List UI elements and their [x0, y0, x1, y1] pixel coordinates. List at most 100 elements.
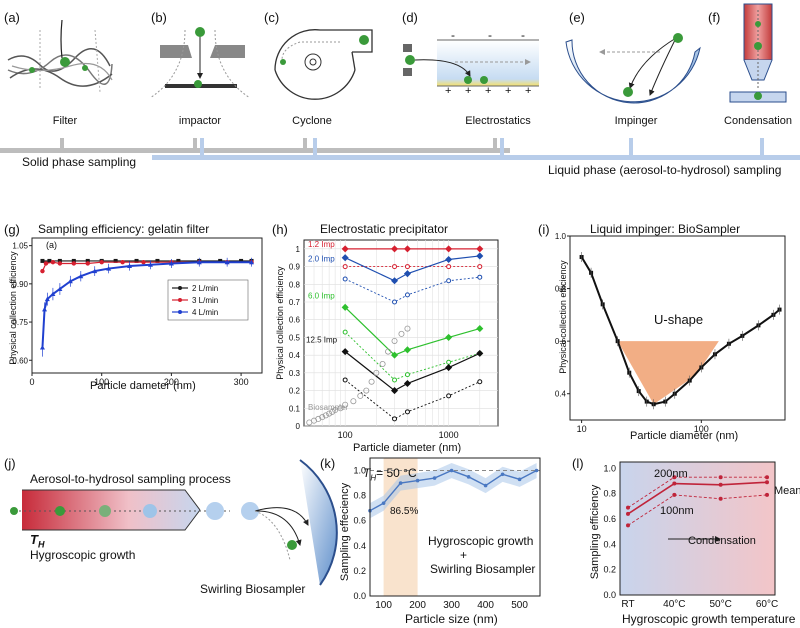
- series-line: [344, 351, 481, 392]
- data-point: [341, 254, 349, 262]
- y-tick-label: 0.2: [603, 565, 616, 575]
- particle-icon: [359, 35, 369, 45]
- panel-b-letter: (b): [151, 10, 167, 25]
- panel-d-minus-sign: -: [451, 28, 455, 42]
- data-point: [85, 261, 90, 266]
- data-point: [718, 482, 723, 487]
- panel-k-letter: (k): [320, 456, 336, 471]
- uncertainty-band: [370, 463, 537, 519]
- particle-icon: [82, 65, 88, 71]
- y-tick-label: 0.0: [603, 590, 616, 600]
- data-point: [391, 277, 399, 285]
- y-tick-label: 0.6: [289, 316, 301, 325]
- biosampler-point: [404, 325, 411, 332]
- data-point: [40, 258, 45, 263]
- y-tick-label: 0.8: [353, 491, 366, 501]
- data-point-open: [404, 264, 410, 270]
- series-line-dashed: [344, 276, 480, 303]
- particle-icon: [60, 57, 70, 67]
- data-point: [67, 278, 73, 284]
- x-tick-label: 200: [164, 377, 179, 387]
- series-line: [580, 256, 781, 406]
- particle-icon: [195, 27, 205, 37]
- data-point: [476, 252, 484, 260]
- data-point: [415, 478, 420, 483]
- data-point-open: [404, 292, 410, 298]
- data-point-open: [342, 264, 348, 270]
- data-point: [176, 258, 181, 263]
- x-tick-label: 1000: [439, 430, 459, 440]
- plot-background: [620, 462, 775, 595]
- data-point-open: [446, 278, 452, 284]
- biosampler-point: [368, 378, 375, 385]
- panel-e-letter: (e): [569, 10, 585, 25]
- data-point: [672, 475, 677, 480]
- particle-icon: [673, 33, 683, 43]
- series-label: 12.5 Imp: [306, 336, 338, 345]
- biosampler-point: [350, 398, 357, 405]
- data-point-open: [446, 393, 452, 399]
- particle-icon: [755, 21, 761, 27]
- data-point: [239, 258, 244, 263]
- panel-d-minus-sign: -: [488, 28, 492, 42]
- x-tick-label: 500: [511, 600, 528, 611]
- particle-icon: [754, 42, 762, 50]
- biosampler-point: [363, 387, 370, 394]
- data-point-open: [392, 299, 398, 305]
- liquid-phase-label: Liquid phase (aerosol-to-hydrosol) sampl…: [548, 163, 782, 177]
- series-label: 1.2 Imp: [308, 240, 335, 249]
- plot-frame: [569, 235, 786, 421]
- data-point-open: [446, 264, 452, 270]
- panel-l-arrow-label: Condensation: [688, 535, 756, 547]
- data-point: [466, 475, 471, 479]
- data-point: [47, 258, 52, 263]
- x-tick-label: 100: [694, 424, 709, 434]
- data-point: [224, 259, 230, 265]
- data-point: [445, 333, 453, 341]
- panel-l-label-200: 200nm: [654, 468, 688, 480]
- y-tick-label: 0.8: [555, 285, 567, 294]
- data-point-open: [477, 274, 483, 280]
- panel-k-xlabel: Particle size (nm): [405, 612, 498, 626]
- y-tick-label: 0.6: [603, 514, 616, 524]
- panel-l-label-mean: Mean: [774, 485, 800, 497]
- data-point: [249, 259, 255, 265]
- panel-k-note-3: Swirling Biosampler: [430, 562, 536, 576]
- particle-icon: [623, 87, 633, 97]
- panel-g-inset-label: (a): [46, 240, 57, 250]
- biosampler-point: [319, 414, 326, 421]
- series-line: [627, 476, 767, 508]
- panel-d-minus-sign: -: [521, 28, 525, 42]
- data-point: [43, 261, 49, 266]
- series-line: [627, 494, 768, 526]
- data-point: [517, 477, 522, 482]
- panel-i-annotation: U-shape: [654, 312, 704, 327]
- chart-gelatin-filter: 0 100 200 300 0.60 0.75 0.90 1.05 2 L/min 3 L/min…: [12, 237, 263, 387]
- data-point-open: [392, 416, 398, 422]
- biosampler-point: [342, 401, 349, 408]
- data-point: [391, 387, 399, 395]
- data-point: [99, 259, 104, 265]
- panel-k-note-2: +: [460, 548, 468, 562]
- timeline: [0, 138, 800, 160]
- panel-g-xlabel: Particle dameter (nm): [90, 380, 196, 392]
- chart-electrostatic-precipitator: 0 0.1 0.2 0.3 0.4 0.5 0.6 0.7 0.8 0.9 1 100 1000 1.2 …: [289, 239, 499, 440]
- plot-frame: [303, 239, 499, 427]
- data-point: [476, 325, 484, 333]
- data-point: [534, 468, 539, 473]
- panel-i-xlabel: Particle diameter (nm): [630, 430, 739, 442]
- data-point: [765, 480, 769, 485]
- biosampler-point: [322, 412, 329, 419]
- biosampler-point: [373, 369, 380, 376]
- data-point-open: [342, 276, 348, 282]
- y-tick-label: 0.7: [289, 298, 301, 307]
- panel-h-ylabel: Physical collection efficiency: [275, 266, 285, 380]
- legend-marker: [178, 310, 182, 314]
- legend-marker: [178, 286, 182, 290]
- data-point: [341, 303, 349, 311]
- panel-d-plus-sign: +: [485, 85, 492, 97]
- data-point: [765, 492, 769, 497]
- data-point: [71, 261, 77, 266]
- panel-i-title: Liquid impinger: BioSampler: [590, 222, 741, 236]
